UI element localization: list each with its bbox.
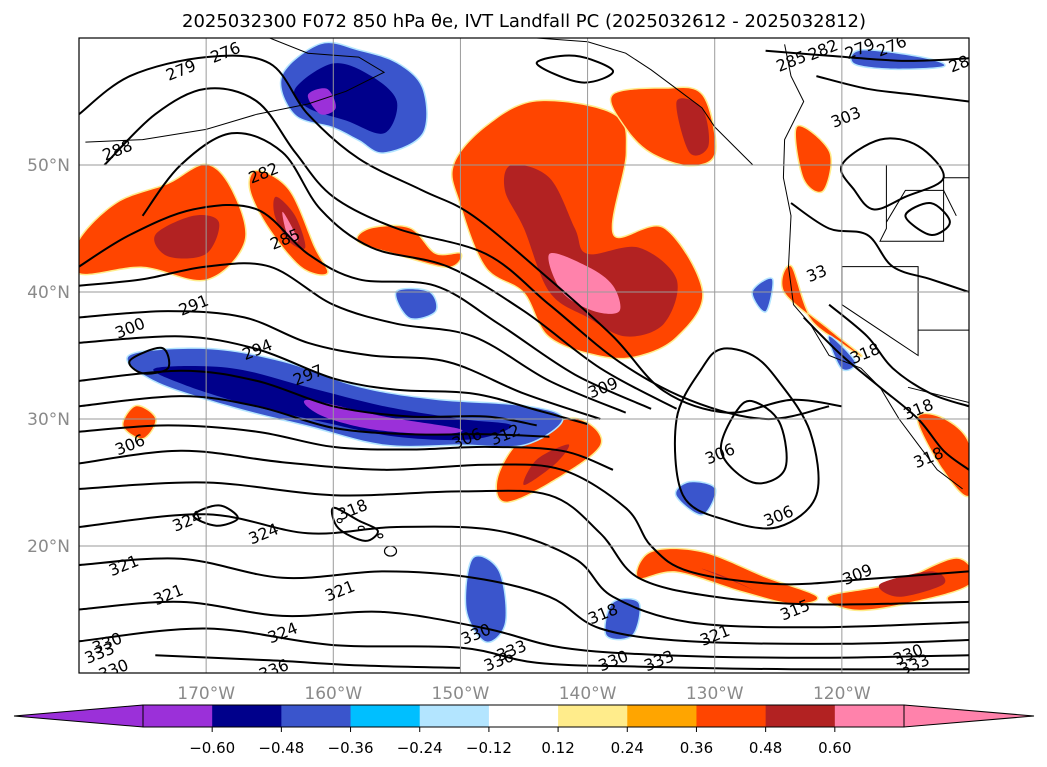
negative-region xyxy=(153,366,512,441)
theta-e-contour xyxy=(79,262,627,414)
longitude-tick-label: 130°W xyxy=(686,684,744,704)
theta-e-contour xyxy=(79,369,537,427)
negative-region xyxy=(307,88,336,115)
theta-e-contour xyxy=(79,627,969,671)
positive-region xyxy=(282,211,298,242)
colorbar-max-extend xyxy=(903,704,1035,728)
theta-e-contour xyxy=(79,395,550,438)
theta-e-contour xyxy=(79,203,652,410)
colorbar-segment xyxy=(488,705,559,727)
island-outline xyxy=(377,533,384,539)
negative-region xyxy=(851,50,945,69)
colorbar-tick-label: −0.36 xyxy=(328,739,374,757)
negative-region xyxy=(676,482,716,515)
theta-e-contour xyxy=(79,424,614,471)
colorbar-frame xyxy=(142,704,905,728)
colorbar-segment xyxy=(834,705,905,727)
longitude-tick-label: 120°W xyxy=(813,684,871,704)
longitude-tick-labels: 170°W 160°W 150°W 140°W 130°W 120°W xyxy=(177,684,871,704)
theta-e-contour xyxy=(128,346,171,375)
contour-label: 28 xyxy=(946,51,972,76)
colorbar-tick-label: −0.24 xyxy=(397,739,443,757)
latitude-tick-labels: 20°N 30°N 40°N 50°N xyxy=(27,156,70,557)
colorbar: −0.60 −0.48 −0.36 −0.24 −0.12 0.12 0.24 0.36 0.4… xyxy=(13,704,1035,757)
island-outline xyxy=(336,517,343,524)
colorbar-segment xyxy=(212,705,282,727)
colorbar-tick-label: 0.36 xyxy=(680,739,713,757)
colorbar-segment xyxy=(143,705,213,727)
longitude-tick-label: 150°W xyxy=(432,684,490,704)
negative-region xyxy=(396,289,437,319)
coastline xyxy=(782,44,963,490)
theta-e-contour xyxy=(79,557,969,645)
colorbar-segment xyxy=(696,705,767,727)
colorbar-tick-label: −0.60 xyxy=(189,739,235,757)
theta-e-contour xyxy=(79,481,969,606)
colorbar-min-extend xyxy=(13,704,144,728)
longitude-tick-label: 140°W xyxy=(559,684,617,704)
positive-region xyxy=(878,571,946,597)
theta-e-contour xyxy=(839,137,945,211)
theta-e-contour xyxy=(141,131,678,410)
colorbar-segment xyxy=(558,705,628,727)
colorbar-tick-label: −0.48 xyxy=(258,739,304,757)
colorbar-segment xyxy=(627,705,697,727)
positive-region xyxy=(357,226,461,267)
coastline xyxy=(460,38,754,166)
theta-e-contour xyxy=(765,49,969,62)
latitude-tick-label: 30°N xyxy=(27,410,70,430)
theta-e-contour xyxy=(828,303,969,408)
coastline xyxy=(879,165,969,242)
latitude-tick-label: 20°N xyxy=(27,537,70,557)
theta-e-contour xyxy=(720,399,788,485)
theta-e-contour xyxy=(816,75,969,103)
theta-e-contour xyxy=(192,504,239,527)
negative-region xyxy=(752,278,773,312)
positive-region xyxy=(637,549,818,604)
negative-region xyxy=(605,599,640,639)
theta-e-contour xyxy=(79,600,969,659)
colorbar-tick-label: 0.24 xyxy=(611,739,644,757)
theta-e-contour xyxy=(79,449,969,586)
latitude-tick-label: 40°N xyxy=(27,283,70,303)
theta-e-contour xyxy=(79,335,588,426)
theta-e-contour xyxy=(802,316,969,471)
chart-title: 2025032300 F072 850 hPa θe, IVT Landfall… xyxy=(182,11,866,32)
colorbar-tick-label: −0.12 xyxy=(466,739,512,757)
colorbar-segment xyxy=(281,705,352,727)
positive-region xyxy=(123,406,156,439)
theta-e-contour xyxy=(79,310,601,420)
theta-e-contour xyxy=(79,513,969,629)
map-frame xyxy=(78,37,970,674)
positive-region xyxy=(523,444,570,486)
positive-region xyxy=(795,126,831,192)
theta-e-contour xyxy=(330,506,379,542)
colorbar-segment xyxy=(765,705,836,727)
theta-e-contour xyxy=(673,347,820,530)
colorbar-tick-label: 0.60 xyxy=(818,739,851,757)
colorbar-tick-label: 0.12 xyxy=(541,739,574,757)
positive-region xyxy=(782,266,862,356)
coastline xyxy=(907,329,969,404)
colorbar-segment xyxy=(419,705,490,727)
theta-e-contour xyxy=(904,202,951,236)
positive-fill-layer xyxy=(79,86,969,612)
colorbar-tick-label: 0.48 xyxy=(749,739,782,757)
theta-e-contour xyxy=(535,54,614,84)
graticule xyxy=(79,38,969,673)
longitude-tick-label: 170°W xyxy=(177,684,235,704)
positive-region xyxy=(154,215,220,259)
theta-e-contour xyxy=(790,202,969,293)
negative-region xyxy=(293,63,398,134)
latitude-tick-label: 50°N xyxy=(27,156,70,176)
positive-region xyxy=(548,253,621,314)
positive-region xyxy=(676,98,710,156)
positive-region xyxy=(503,164,678,337)
longitude-tick-label: 160°W xyxy=(304,684,362,704)
theta-e-contour xyxy=(155,654,461,669)
colorbar-segment xyxy=(350,705,421,727)
